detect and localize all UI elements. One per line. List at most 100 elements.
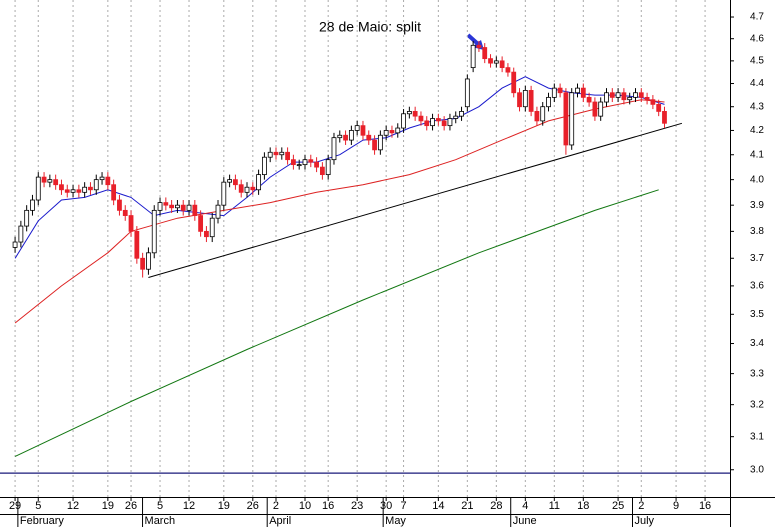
candle-body [180,204,186,211]
candle-body [163,202,169,206]
month-label: July [634,515,654,527]
x-tick-label: 11 [549,500,560,512]
candle-body [169,204,175,209]
candle-body [499,60,505,69]
candle-body [360,125,366,136]
candle-body [227,179,233,183]
candle-body [656,103,662,112]
candle-body [633,92,638,98]
month-label: May [385,515,406,527]
candle-body [93,179,99,191]
candle-body [319,166,325,176]
candle-body [41,176,47,183]
candle-body [430,118,435,127]
month-label: June [513,515,537,527]
candle-body [627,96,633,101]
candle-body [424,120,430,127]
candle-body [24,209,30,227]
candle-body [644,96,650,101]
y-tick-label: 3.7 [750,253,764,264]
line [14,189,659,457]
candle-body [221,181,227,206]
candle-body [464,78,470,108]
candle-body [256,174,262,191]
candle-body [192,204,198,216]
x-tick-label: 16 [699,500,711,512]
candle-body [111,184,117,201]
y-tick-label: 3.6 [750,281,764,292]
y-tick-label: 4.3 [750,101,764,112]
y-tick-label: 3.4 [750,338,764,349]
candle-body [215,204,221,219]
candle-body [128,215,134,232]
x-tick-label: 14 [432,500,444,512]
candle-body [12,241,18,248]
y-tick-label: 4.5 [750,56,764,67]
candle-body [418,115,424,122]
candle-body [401,113,406,129]
y-tick-label: 3.8 [750,226,764,237]
x-tick-label: 2 [638,500,644,512]
candle-body [522,90,528,108]
candle-body [372,139,377,151]
candle-body [70,189,76,193]
x-tick-label: 28 [490,500,502,512]
candle-body [30,199,35,211]
candle-body [366,134,372,141]
y-tick-label: 4.4 [750,78,764,89]
candle-body [453,115,459,119]
annotation: 28 de Maio: split [319,19,421,35]
candle-body [528,90,534,112]
candle-body [273,151,279,156]
candle-body [35,176,41,201]
x-tick-label: 23 [351,500,363,512]
candle-body [511,71,517,94]
candle-body [377,134,383,151]
candle-body [302,159,308,166]
y-tick-label: 4.2 [750,125,764,136]
candle-body [343,134,348,141]
x-tick-label: 18 [577,500,589,512]
candle-body [105,176,111,186]
candle-body [331,137,337,161]
x-tick-label: 26 [247,500,259,512]
x-tick-label: 25 [612,500,624,512]
candle-body [267,151,273,158]
candle-body [122,209,128,216]
candle-body [285,151,290,161]
y-tick-label: 4.1 [750,149,764,160]
candle-body [604,92,609,103]
x-tick-label: 5 [35,500,41,512]
candle-body [82,186,88,193]
candle-body [209,217,215,238]
candle-body [59,184,64,191]
x-tick-label: 12 [67,500,79,512]
candle-body [575,87,580,94]
candle-body [609,92,615,98]
candle-body [18,225,24,243]
candle-body [99,176,105,181]
x-tick-label: 2 [273,500,279,512]
y-tick-label: 3.2 [750,399,764,410]
candle-body [140,257,146,270]
x-tick-label: 12 [183,500,195,512]
candle-body [244,186,250,193]
candle-body [551,87,557,98]
candle-body [88,186,93,191]
candle-body [435,118,441,122]
y-tick-label: 4.7 [750,12,764,23]
candle-body [325,159,331,176]
candle-body [348,130,354,141]
candle-body [615,92,621,98]
candle-body [296,164,302,167]
candle-body [598,101,604,117]
x-tick-label: 19 [218,500,230,512]
candle-body [204,230,209,238]
candle-body [354,125,360,131]
candle-body [470,44,476,69]
candle-body [586,96,592,103]
candle-body [198,215,204,232]
line [148,122,683,278]
